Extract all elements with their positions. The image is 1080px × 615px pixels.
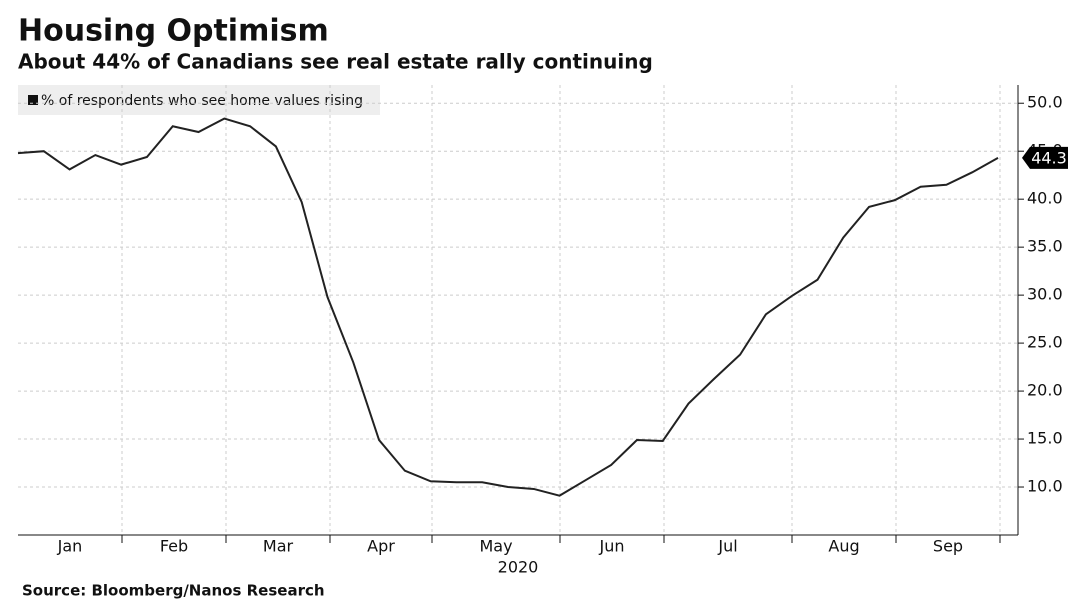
x-tick-label: Apr — [367, 537, 395, 556]
y-tick-label: 30.0 — [1027, 285, 1063, 304]
x-tick-label: Aug — [828, 537, 859, 556]
y-tick-label: 50.0 — [1027, 93, 1063, 112]
x-tick-label: Mar — [263, 537, 294, 556]
y-tick-label: 40.0 — [1027, 189, 1063, 208]
legend-label: % of respondents who see home values ris… — [41, 93, 363, 109]
chart-title: Housing Optimism — [18, 14, 329, 49]
x-tick-label: May — [479, 537, 512, 556]
x-axis-year: 2020 — [498, 558, 539, 577]
line-series — [17, 117, 999, 497]
x-tick-label: Sep — [933, 537, 963, 556]
x-tick-label: Jan — [57, 537, 83, 556]
legend-box — [18, 85, 380, 115]
source: Source: Bloomberg/Nanos Research — [22, 582, 325, 600]
last-value-flag — [1022, 146, 1068, 169]
x-tick-label: Jul — [717, 537, 737, 556]
y-tick-label: 25.0 — [1027, 333, 1063, 352]
y-tick-label: 35.0 — [1027, 237, 1063, 256]
x-tick-label: Jun — [599, 537, 625, 556]
x-tick-label: Feb — [160, 537, 188, 556]
chart-subtitle: About 44% of Canadians see real estate r… — [18, 50, 653, 74]
y-tick-label: 20.0 — [1027, 381, 1063, 400]
y-tick-label: 10.0 — [1027, 477, 1063, 496]
last-value-label: 44.3 — [1031, 148, 1067, 167]
legend-swatch — [28, 95, 38, 105]
y-tick-label: 15.0 — [1027, 429, 1063, 448]
